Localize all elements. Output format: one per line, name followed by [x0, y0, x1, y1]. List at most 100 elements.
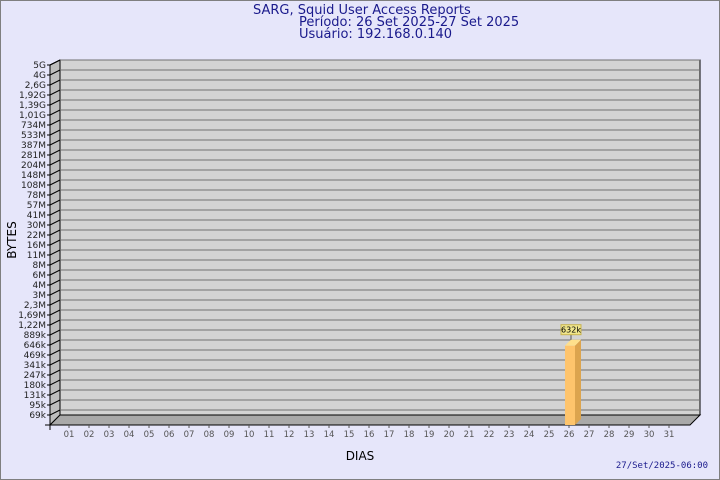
x-tick-label: 30 — [644, 430, 655, 440]
y-tick-label: 148M — [21, 171, 46, 181]
x-tick-label: 12 — [284, 430, 295, 440]
plot-back-wall — [59, 59, 701, 416]
gridline-side — [49, 179, 61, 186]
y-tick-label: 22M — [27, 231, 46, 241]
gridline-side — [49, 249, 61, 256]
report-timestamp: 27/Set/2025-06:00 — [615, 461, 708, 471]
gridline-side — [49, 199, 61, 206]
x-tick-label: 14 — [324, 430, 335, 440]
y-tick-label: 30M — [27, 221, 46, 231]
y-tick-label: 6M — [33, 271, 47, 281]
x-tick-label: 01 — [64, 430, 75, 440]
y-tick-label: 4M — [33, 281, 47, 291]
gridline-side — [49, 359, 61, 366]
bar-data-label: 632k — [561, 326, 581, 335]
gridline-side — [49, 89, 61, 96]
x-tick-label: 28 — [604, 430, 615, 440]
y-tick-label: 8M — [33, 261, 47, 271]
x-tick-label: 31 — [664, 430, 675, 440]
y-tick-label: 95k — [29, 401, 46, 411]
y-tick-label: 387M — [21, 141, 46, 151]
gridline-side — [49, 339, 61, 346]
gridline-side — [49, 239, 61, 246]
bar-top — [565, 339, 581, 346]
x-tick-label: 06 — [164, 430, 175, 440]
gridline-side — [49, 259, 61, 266]
y-tick-label: 41M — [27, 211, 46, 221]
gridline-side — [49, 149, 61, 156]
y-tick-label: 469k — [24, 351, 47, 361]
gridline-side — [49, 289, 61, 296]
gridline-side — [49, 409, 61, 416]
y-tick-label: 281M — [21, 151, 46, 161]
y-tick-label: 69k — [29, 411, 46, 421]
x-tick-label: 09 — [224, 430, 235, 440]
y-tick-label: 3M — [33, 291, 47, 301]
x-tick-label: 21 — [464, 430, 475, 440]
y-tick-label: 889k — [24, 331, 47, 341]
y-tick-label: 533M — [21, 131, 46, 141]
x-tick-label: 05 — [144, 430, 155, 440]
gridline-side — [49, 399, 61, 406]
y-tick-label: 1,22M — [18, 321, 46, 331]
x-tick-label: 29 — [624, 430, 635, 440]
plot-floor — [48, 414, 702, 426]
gridline-side — [49, 59, 61, 66]
x-tick-label: 25 — [544, 430, 555, 440]
y-tick-label: 247k — [24, 371, 47, 381]
gridline-side — [49, 379, 61, 386]
x-tick-label: 23 — [504, 430, 515, 440]
bar-front — [565, 345, 575, 425]
chart-title: SARG, Squid User Access Reports — [253, 3, 471, 18]
gridline-side — [49, 99, 61, 106]
gridline-side — [49, 119, 61, 126]
gridline-side — [49, 279, 61, 286]
x-tick-label: 13 — [304, 430, 315, 440]
x-tick-label: 22 — [484, 430, 495, 440]
gridline-side — [49, 139, 61, 146]
x-tick-label: 20 — [444, 430, 455, 440]
gridline-side — [49, 349, 61, 356]
gridline-side — [49, 79, 61, 86]
y-tick-label: 204M — [21, 161, 46, 171]
x-tick-label: 02 — [84, 430, 95, 440]
y-tick-label: 341k — [24, 361, 47, 371]
y-tick-label: 131k — [24, 391, 47, 401]
y-tick-label: 180k — [24, 381, 47, 391]
chart-subtitle-period: Período: 26 Set 2025-27 Set 2025 — [299, 15, 520, 30]
gridline-side — [49, 229, 61, 236]
gridline-side — [49, 309, 61, 316]
x-tick-label: 16 — [364, 430, 375, 440]
bar-side — [575, 339, 581, 425]
gridline-side — [49, 369, 61, 376]
y-axis-title: BYTES — [5, 221, 19, 258]
y-tick-label: 1,01G — [19, 111, 46, 121]
gridline-side — [49, 159, 61, 166]
gridline-side — [49, 69, 61, 76]
y-tick-label: 4G — [33, 71, 46, 81]
y-tick-label: 57M — [27, 201, 46, 211]
chart-subtitle-user: Usuário: 192.168.0.140 — [299, 27, 453, 42]
x-tick-label: 18 — [404, 430, 415, 440]
x-tick-label: 26 — [564, 430, 575, 440]
y-tick-label: 5G — [33, 61, 46, 71]
x-tick-label: 07 — [184, 430, 195, 440]
gridline-side — [49, 299, 61, 306]
x-tick-label: 04 — [124, 430, 135, 440]
y-tick-label: 1,92G — [19, 91, 46, 101]
x-tick-label: 24 — [524, 430, 535, 440]
gridline-side — [49, 189, 61, 196]
x-tick-label: 08 — [204, 430, 215, 440]
x-tick-label: 11 — [264, 430, 275, 440]
x-tick-label: 27 — [584, 430, 595, 440]
bar-label-box — [560, 324, 582, 336]
gridline-side — [49, 219, 61, 226]
y-tick-label: 734M — [21, 121, 46, 131]
gridline-side — [49, 269, 61, 276]
gridline-side — [49, 389, 61, 396]
x-tick-label: 19 — [424, 430, 435, 440]
y-tick-label: 11M — [27, 251, 46, 261]
y-tick-label: 108M — [21, 181, 46, 191]
y-tick-label: 1,69M — [18, 311, 46, 321]
